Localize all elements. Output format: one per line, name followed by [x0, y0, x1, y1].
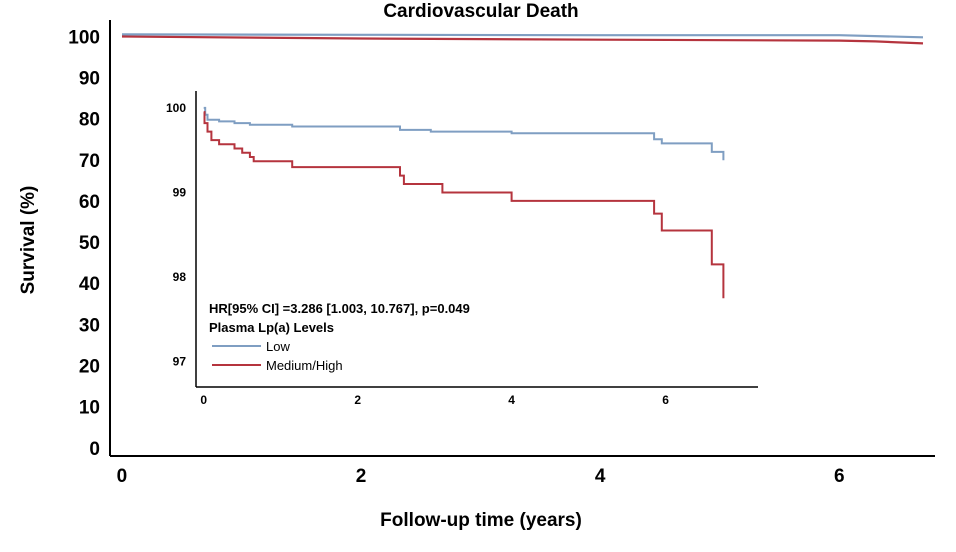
inset-y-tick-label: 99 [173, 185, 187, 199]
legend: Low Medium/High [212, 339, 343, 373]
hazard-ratio-annotation: HR[95% CI] =3.286 [1.003, 10.767], p=0.0… [209, 301, 470, 316]
x-tick-label: 0 [117, 466, 128, 487]
y-tick-label: 100 [68, 27, 100, 48]
y-tick-label: 70 [79, 151, 100, 172]
legend-title: Plasma Lp(a) Levels [209, 320, 334, 335]
inset-y-tick-label: 100 [166, 101, 186, 115]
inset-y-tick-label: 97 [173, 355, 187, 369]
x-axis-title: Follow-up time (years) [380, 510, 582, 531]
inset-x-tick-label: 0 [200, 393, 207, 407]
y-tick-label: 20 [79, 357, 100, 378]
y-tick-label: 30 [79, 315, 100, 336]
y-tick-label: 0 [89, 439, 100, 460]
y-tick-label: 40 [79, 274, 100, 295]
inset-x-tick-label: 6 [662, 393, 669, 407]
main-series-line-low [121, 33, 924, 39]
y-tick-label: 10 [79, 398, 100, 419]
main-x-ticks: 0 2 4 6 [117, 466, 845, 487]
legend-label-medium-high: Medium/High [266, 358, 343, 373]
inset-series-line-medium-high [203, 111, 725, 299]
inset-series-line-low [203, 106, 725, 161]
inset-plot: 0 2 4 6 97 98 99 100 HR[95% CI] =3.286 [1.003,… [166, 91, 758, 407]
x-tick-label: 4 [595, 466, 606, 487]
y-tick-label: 60 [79, 192, 100, 213]
inset-y-tick-label: 98 [173, 270, 187, 284]
x-tick-label: 2 [356, 466, 367, 487]
y-tick-label: 80 [79, 110, 100, 131]
main-y-ticks: 0 10 20 30 40 50 60 70 80 90 100 [68, 27, 100, 459]
inset-x-ticks: 0 2 4 6 [200, 393, 669, 407]
y-tick-label: 50 [79, 233, 100, 254]
y-tick-label: 90 [79, 69, 100, 90]
main-series [121, 33, 924, 45]
x-tick-label: 6 [834, 466, 845, 487]
chart-title: Cardiovascular Death [383, 1, 578, 22]
inset-x-tick-label: 2 [354, 393, 361, 407]
y-axis-title: Survival (%) [18, 186, 39, 295]
inset-series [203, 106, 725, 299]
main-series-line-medium-high [121, 35, 924, 45]
inset-x-tick-label: 4 [508, 393, 515, 407]
legend-label-low: Low [266, 339, 290, 354]
inset-y-ticks: 97 98 99 100 [166, 101, 186, 369]
